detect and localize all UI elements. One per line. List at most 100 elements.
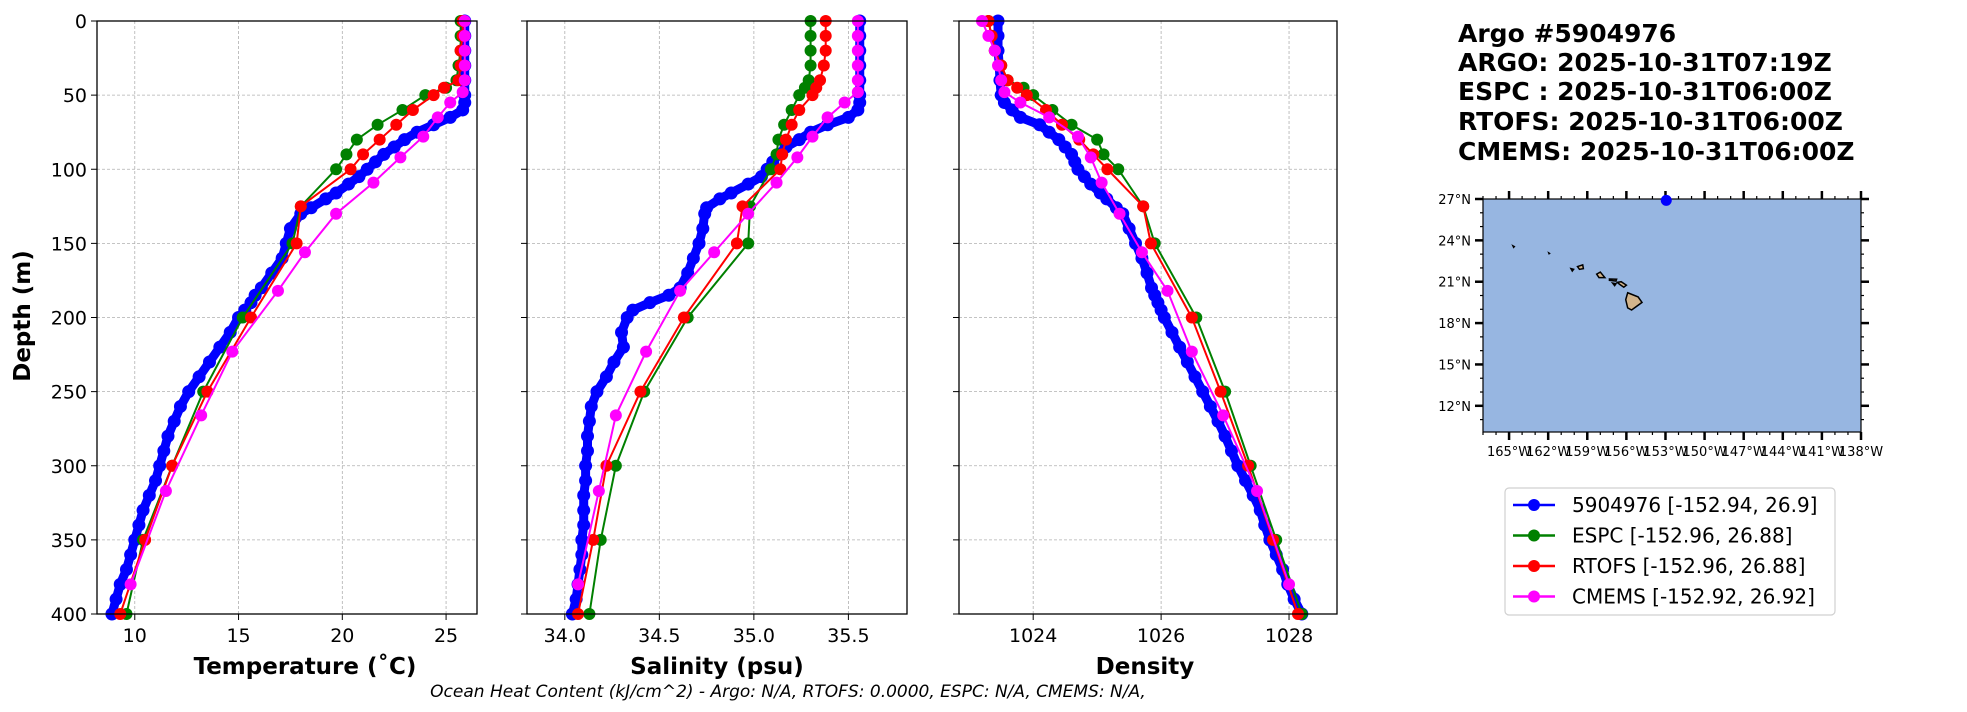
y-tick-label: 200 [51,308,87,330]
x-tick-label: 1026 [1137,625,1185,647]
data-point-5904976 [590,385,604,399]
data-point-cmems [330,207,343,220]
data-point-rtofs [1144,237,1157,250]
data-point-5904976 [109,592,123,606]
data-point-cmems [298,246,311,259]
data-point-rtofs [1214,385,1227,398]
data-point-5904976 [575,533,589,547]
data-point-5904976 [1033,118,1047,132]
data-point-5904976 [698,207,712,221]
profile-panels: 10 15 20 25050100150200250300350400Temperat… [51,11,1338,680]
data-point-5904976 [377,147,391,161]
data-point-cmems [982,29,995,42]
data-point-5904976 [387,140,401,154]
series-group [105,14,472,621]
series-line-cmems [981,20,1290,585]
data-point-5904976 [132,518,146,532]
data-point-5904976 [443,110,457,124]
legend-entry: ESPC [-152.96, 26.88] [1513,524,1793,548]
float-location-marker [1660,194,1672,206]
data-point-5904976 [579,474,593,488]
data-point-cmems [271,284,284,297]
data-point-cmems [1113,207,1126,220]
data-point-5904976 [577,518,591,532]
data-point-espc [350,133,363,146]
data-point-cmems [806,130,819,143]
y-tick-label: 250 [51,382,87,404]
data-point-5904976 [643,296,657,310]
y-tick-label: 100 [51,159,87,181]
y-tick-label: 400 [51,604,87,626]
data-point-rtofs [357,148,370,161]
data-point-cmems [742,207,755,220]
panel-frame [96,20,478,615]
data-point-5904976 [1140,266,1154,280]
data-point-cmems [572,578,585,591]
data-point-cmems [458,59,471,72]
data-point-espc [330,163,343,176]
data-point-5904976 [841,110,855,124]
lat-tick-label: 21°N [1438,276,1471,291]
lon-tick-label: 153°W [1643,445,1687,460]
data-point-5904976 [1224,444,1238,458]
data-point-rtofs [290,237,303,250]
data-point-cmems [851,44,864,57]
x-axis-label-salinity: Salinity (psu) [630,654,804,680]
data-point-rtofs [294,200,307,213]
island-lanai [1610,281,1618,287]
data-point-5904976 [792,133,806,147]
data-point-cmems [1185,345,1198,358]
data-point-rtofs [776,148,789,161]
data-point-cmems [851,59,864,72]
data-point-cmems [791,151,804,164]
data-point-espc [236,311,249,324]
data-point-5904976 [662,288,676,302]
data-point-5904976 [157,444,171,458]
legend-label: CMEMS [-152.92, 26.92] [1572,585,1815,609]
series-line-5904976 [568,21,865,616]
data-point-5904976 [161,429,175,443]
data-point-rtofs [373,133,386,146]
data-point-5904976 [686,251,700,265]
data-point-5904976 [1013,110,1027,124]
data-point-rtofs [780,133,793,146]
data-point-rtofs [406,103,419,116]
data-point-5904976 [1157,311,1171,324]
legend-label: ESPC [-152.96, 26.88] [1572,524,1793,548]
info-line-rtofs-time: RTOFS: 2025-10-31T06:00Z [1458,107,1843,136]
island-hawaii [1624,291,1644,311]
data-point-espc [609,459,622,472]
data-point-5904976 [398,133,412,147]
lon-tick-label: 156°W [1604,445,1648,460]
data-point-cmems [1095,176,1108,189]
data-point-cmems [456,86,469,99]
x-tick-label: 10 [123,625,147,647]
data-point-5904976 [1084,177,1098,191]
data-point-5904976 [182,385,196,399]
data-point-cmems [851,29,864,42]
data-point-5904976 [119,563,133,577]
legend-entry: RTOFS [-152.96, 26.88] [1513,554,1805,578]
data-point-cmems [458,74,471,87]
data-point-espc [340,148,353,161]
data-point-5904976 [851,103,865,117]
ocean [1483,199,1861,432]
data-point-5904976 [1173,340,1187,354]
data-point-5904976 [202,355,216,369]
data-point-cmems [1283,578,1296,591]
data-point-cmems [444,96,457,109]
data-point-cmems [394,151,407,164]
data-point-cmems [226,345,239,358]
data-point-5904976 [607,355,621,369]
data-point-espc [804,44,817,57]
data-point-cmems [992,59,1005,72]
data-point-rtofs [438,81,451,94]
data-point-5904976 [616,340,630,354]
data-point-5904976 [1180,355,1194,369]
x-tick-label: 1024 [1009,625,1057,647]
data-point-cmems [124,578,137,591]
data-point-5904976 [1005,103,1019,117]
data-point-cmems [417,130,430,143]
island-niihau [1569,267,1575,273]
info-block: Argo #5904976 ARGO: 2025-10-31T07:19Z ES… [1458,19,1855,166]
